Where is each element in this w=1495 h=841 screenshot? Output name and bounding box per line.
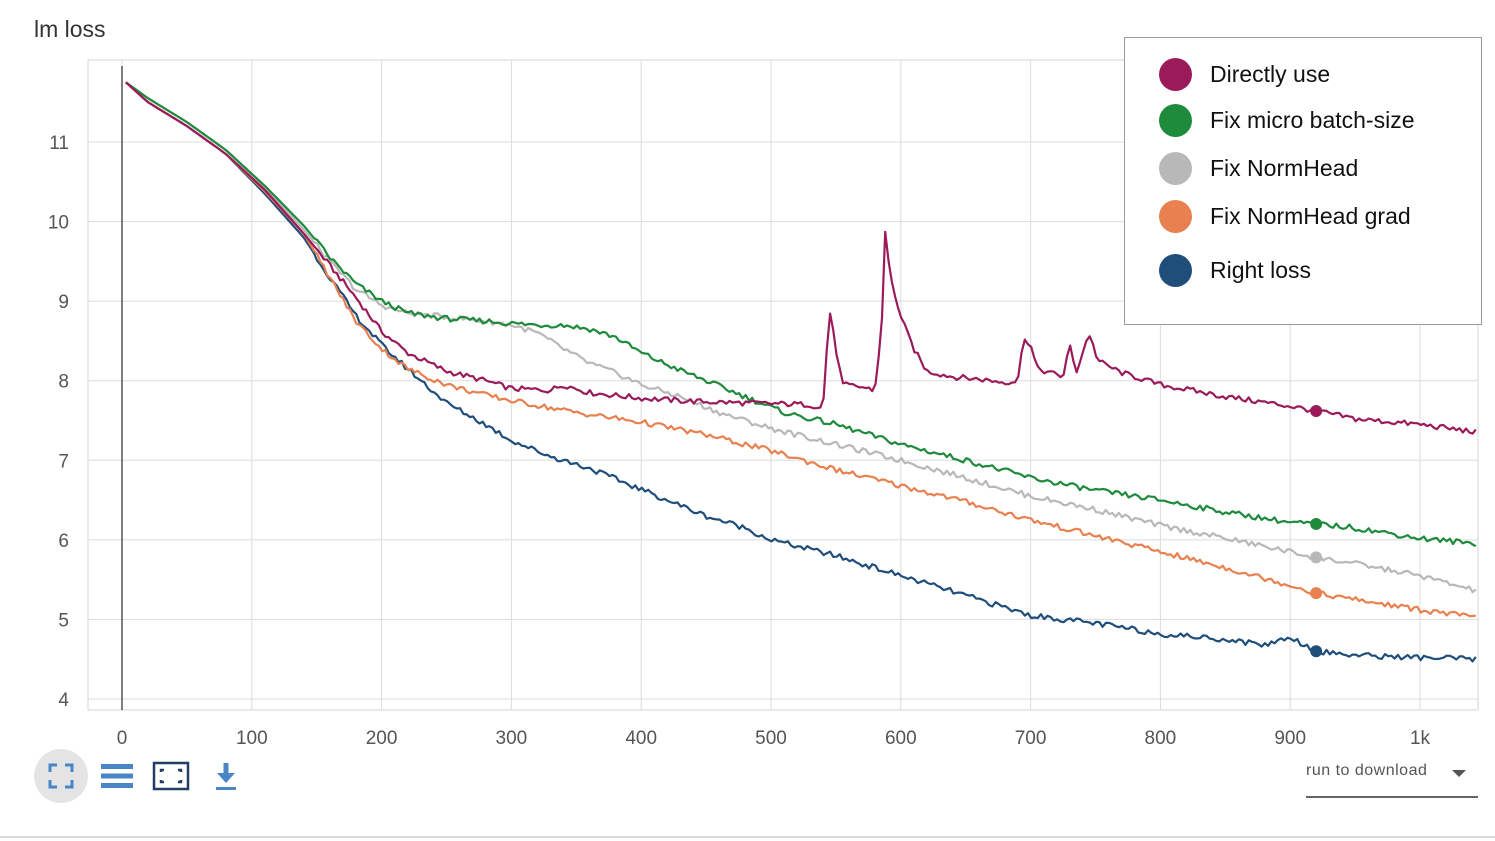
legend-item: Right loss [1159, 254, 1311, 287]
y-tick-label: 8 [58, 372, 69, 393]
legend-item: Fix NormHead grad [1159, 200, 1411, 233]
x-tick-label: 700 [1015, 728, 1047, 749]
legend-item: Fix NormHead [1159, 152, 1358, 185]
legend-swatch [1159, 152, 1192, 185]
download-icon [216, 763, 236, 790]
series-marker-fix-normhead-grad [1310, 587, 1323, 600]
fit-domain-icon [152, 761, 190, 791]
x-tick-label: 0 [117, 728, 128, 749]
series-line-fix-micro-batch-size [125, 81, 1477, 548]
series-marker-right-loss [1310, 645, 1323, 658]
y-tick-label: 10 [48, 213, 69, 234]
y-tick-label: 9 [58, 292, 69, 313]
plot-frame [87, 59, 1479, 711]
x-tick-label: 800 [1145, 728, 1177, 749]
legend-label: Directly use [1210, 61, 1331, 87]
fit-domain-button[interactable] [144, 749, 198, 803]
series-marker-directly-use [1310, 404, 1323, 417]
x-tick-label: 300 [496, 728, 528, 749]
y-tick-label: 7 [58, 451, 69, 472]
run-to-download-select[interactable]: run to download [1306, 762, 1478, 798]
legend-label: Fix NormHead grad [1210, 203, 1411, 229]
y-tick-label: 5 [58, 610, 69, 631]
legend-swatch [1159, 200, 1192, 233]
y-tick-label: 4 [58, 690, 69, 711]
series-line-right-loss [125, 81, 1477, 663]
legend-label: Fix micro batch-size [1210, 107, 1415, 133]
legend: Directly use Fix micro batch-size Fix Norm… [1124, 37, 1482, 325]
series-line-fix-normhead-grad [125, 81, 1476, 618]
fullscreen-icon [48, 763, 74, 789]
run-select-label: run to download [1306, 762, 1428, 779]
x-tick-label: 200 [366, 728, 398, 749]
x-tick-label: 500 [755, 728, 787, 749]
legend-item: Directly use [1159, 58, 1330, 91]
legend-item: Fix micro batch-size [1159, 104, 1414, 137]
series-line-directly-use [125, 81, 1477, 435]
series-lines [125, 81, 1477, 663]
legend-label: Right loss [1210, 257, 1311, 283]
series-line-fix-normhead [125, 81, 1477, 594]
y-tick-label: 11 [49, 133, 69, 154]
legend-swatch [1159, 104, 1192, 137]
series-marker-fix-micro-batch-size [1310, 517, 1323, 530]
legend-swatch [1159, 254, 1192, 287]
x-tick-label: 1k [1410, 728, 1431, 749]
series-marker-fix-normhead [1310, 551, 1323, 564]
toggle-data-table-button[interactable] [90, 749, 144, 803]
download-button[interactable] [199, 749, 253, 803]
tick-labels: 0 100 200 300 400 500 600 700 800 900 1k 4 5 6 7 8 9 10 11 [48, 133, 1431, 749]
y-tick-label: 6 [58, 531, 69, 552]
list-icon [101, 764, 133, 788]
chart-title: lm loss [34, 16, 106, 42]
fullscreen-button[interactable] [34, 749, 88, 803]
x-tick-label: 900 [1274, 728, 1306, 749]
legend-swatch [1159, 58, 1192, 91]
divider [0, 836, 1495, 838]
x-tick-label: 100 [236, 728, 268, 749]
legend-label: Fix NormHead [1210, 155, 1359, 181]
x-tick-label: 600 [885, 728, 917, 749]
x-tick-label: 400 [625, 728, 657, 749]
chevron-down-icon [1452, 770, 1466, 777]
